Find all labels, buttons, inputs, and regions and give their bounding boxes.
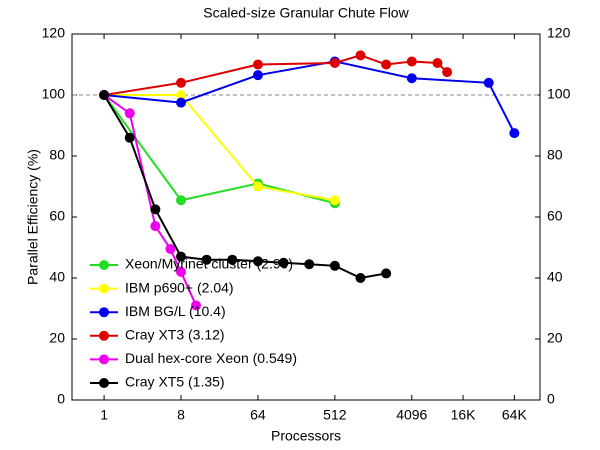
y2-tick-label: 20: [547, 330, 563, 346]
y2-tick-label: 40: [547, 269, 563, 285]
y2-tick-label: 0: [547, 391, 555, 407]
data-point: [124, 108, 135, 119]
data-point: [381, 59, 392, 70]
legend-marker: [99, 307, 109, 318]
data-point: [176, 77, 187, 88]
data-point: [355, 273, 366, 283]
data-point: [278, 257, 289, 268]
legend-label: Xeon/Myrinet cluster (2.99): [125, 256, 293, 272]
data-point: [227, 254, 238, 265]
chart-title: Scaled-size Granular Chute Flow: [203, 5, 409, 21]
data-point: [252, 181, 263, 192]
x-tick-label: 1: [100, 407, 108, 423]
data-point: [176, 90, 187, 100]
series-line: [103, 94, 197, 306]
data-point: [201, 254, 212, 265]
data-point: [176, 97, 187, 108]
y-tick-label: 100: [42, 86, 66, 102]
x-axis-label: Processors: [271, 428, 341, 444]
y-tick-label: 60: [49, 208, 65, 224]
data-point: [329, 260, 340, 271]
x-tick-label: 512: [323, 407, 347, 423]
legend-label: IBM BG/L (10.4): [125, 303, 226, 319]
legend-label: Cray XT5 (1.35): [125, 374, 225, 390]
legend-label: Dual hex-core Xeon (0.549): [125, 350, 297, 366]
y-tick-label: 0: [57, 391, 65, 407]
legend-marker: [99, 330, 109, 341]
y-tick-label: 40: [49, 269, 65, 285]
data-point: [252, 70, 263, 81]
data-point: [329, 57, 340, 68]
data-point: [406, 73, 417, 84]
legend-marker: [99, 378, 109, 388]
y-tick-label: 20: [49, 330, 65, 346]
data-point: [191, 300, 202, 311]
data-point: [176, 266, 187, 277]
data-point: [509, 128, 520, 139]
data-point: [150, 204, 161, 215]
data-point: [355, 50, 366, 61]
series-line: [104, 94, 336, 202]
y-tick-label: 80: [49, 147, 65, 163]
x-tick-label: 64: [250, 407, 266, 423]
data-point: [381, 268, 392, 279]
legend-label: Cray XT3 (3.12): [125, 327, 225, 343]
data-point: [165, 244, 176, 255]
legend-label: IBM p690+ (2.04): [125, 279, 234, 295]
data-point: [150, 221, 161, 232]
data-point: [124, 132, 135, 143]
y2-tick-label: 120: [547, 25, 571, 41]
data-point: [432, 57, 443, 68]
legend-marker: [99, 283, 109, 294]
data-point: [99, 90, 110, 100]
x-tick-label: 8: [177, 407, 185, 423]
legend-marker: [99, 260, 109, 270]
data-point: [252, 59, 263, 70]
data-point: [442, 67, 453, 78]
data-point: [483, 77, 494, 88]
data-point: [252, 256, 263, 267]
data-point: [329, 195, 340, 206]
plot-frame: [71, 33, 541, 401]
x-tick-label: 4096: [396, 407, 427, 423]
y2-tick-label: 60: [547, 208, 563, 224]
data-point: [406, 56, 417, 67]
legend-marker: [99, 354, 109, 365]
x-tick-label: 64K: [502, 407, 528, 423]
y-tick-label: 120: [42, 25, 66, 41]
data-point: [176, 195, 187, 206]
y-axis-label: Parallel Efficiency (%): [25, 149, 41, 285]
data-point: [176, 251, 187, 262]
y2-tick-label: 80: [547, 147, 563, 163]
x-tick-label: 16K: [451, 407, 477, 423]
y2-tick-label: 100: [547, 86, 571, 102]
data-point: [304, 259, 315, 270]
